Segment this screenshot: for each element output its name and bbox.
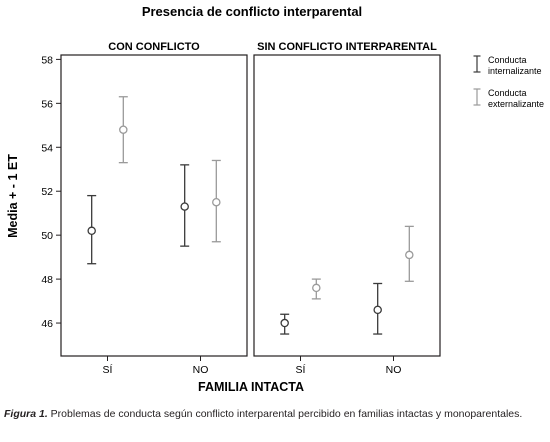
y-tick-label: 58 [41,54,53,66]
y-tick-label: 46 [41,318,53,330]
legend-label: Conducta [488,88,527,98]
legend-label: externalizante [488,99,544,109]
figure-label: Figura 1. [4,408,48,420]
mean-marker [312,283,321,293]
figure-caption: Figura 1. Problemas de conducta según co… [4,408,550,420]
y-tick-label: 48 [41,274,53,286]
mean-marker [212,197,221,207]
panel-title: SIN CONFLICTO INTERPARENTAL [257,41,437,53]
panel-frame [60,54,248,357]
panel-frame [253,54,441,357]
panel-1: CON CONFLICTO SÍ NO [60,41,248,376]
y-tick-label: 50 [41,230,53,242]
mean-marker [87,226,96,236]
y-tick-label: 52 [41,186,53,198]
mean-marker [180,202,189,211]
panel-2: SIN CONFLICTO INTERPARENTAL SÍ NO [253,41,441,376]
caption-text: Problemas de conducta según conflicto in… [47,408,523,420]
y-tick-label: 56 [41,98,53,110]
legend-label: Conducta [488,55,527,65]
x-tick-label: NO [193,364,209,376]
mean-marker [119,125,128,134]
panel-title: CON CONFLICTO [108,41,200,53]
x-tick-label: SÍ [296,363,306,376]
mean-marker [405,250,414,260]
x-tick-label: NO [386,364,402,376]
mean-marker [280,318,289,328]
x-tick-label: SÍ [103,363,113,376]
y-tick-label: 54 [41,142,53,154]
chart-title: Presencia de conflicto interparental [142,4,362,19]
legend-label: internalizante [488,66,542,76]
chart-svg: Presencia de conflicto interparental Med… [6,4,544,394]
mean-marker [373,305,382,315]
y-axis-label: Media + - 1 ET [6,154,20,238]
x-axis-label: FAMILIA INTACTA [198,380,304,394]
